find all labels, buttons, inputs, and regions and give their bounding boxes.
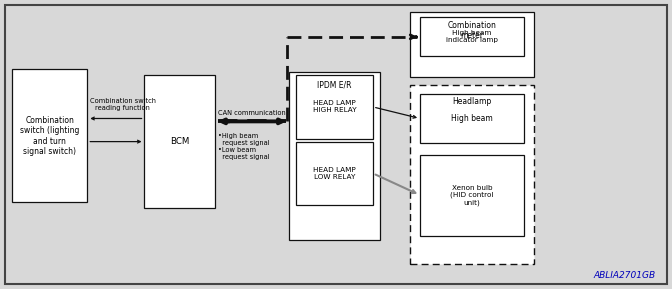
Text: HEAD LAMP
HIGH RELAY: HEAD LAMP HIGH RELAY [312,101,356,113]
Text: Xenon bulb
(HID control
unit): Xenon bulb (HID control unit) [450,185,494,205]
FancyBboxPatch shape [410,85,534,264]
FancyBboxPatch shape [296,142,373,205]
FancyBboxPatch shape [289,72,380,240]
Text: High beam
indicator lamp: High beam indicator lamp [446,30,498,43]
Text: Combination
switch (lighting
and turn
signal switch): Combination switch (lighting and turn si… [20,116,79,156]
Text: Combination
meter: Combination meter [448,21,497,40]
Text: Combination switch
reading function: Combination switch reading function [89,98,156,111]
FancyBboxPatch shape [296,75,373,139]
Text: HEAD LAMP
LOW RELAY: HEAD LAMP LOW RELAY [313,167,355,180]
FancyBboxPatch shape [420,17,524,56]
Text: CAN communication: CAN communication [218,110,286,116]
Text: •High beam
  request signal
•Low beam
  request signal: •High beam request signal •Low beam requ… [218,133,270,160]
FancyBboxPatch shape [420,94,524,143]
Text: IPDM E/R: IPDM E/R [317,81,351,90]
Text: Headlamp: Headlamp [452,97,492,106]
FancyBboxPatch shape [420,155,524,236]
Text: BCM: BCM [170,137,190,146]
Text: High beam: High beam [451,114,493,123]
FancyBboxPatch shape [12,69,87,202]
FancyBboxPatch shape [144,75,215,208]
Text: ABLIA2701GB: ABLIA2701GB [593,271,655,280]
FancyBboxPatch shape [410,12,534,77]
